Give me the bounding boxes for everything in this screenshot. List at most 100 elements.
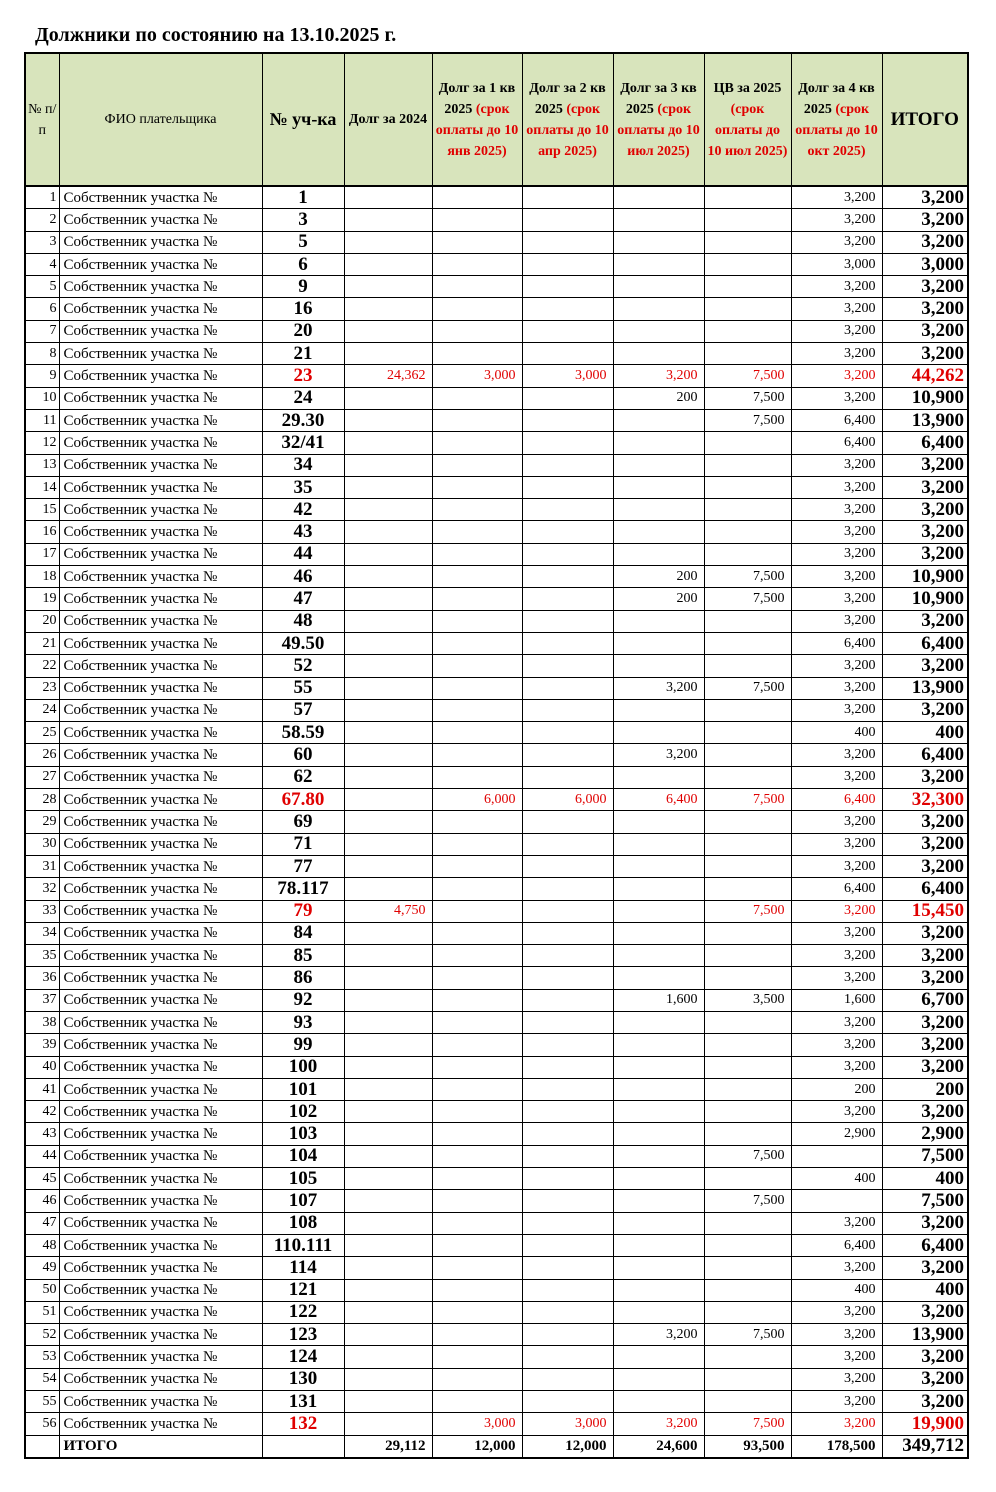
debt-q3: 200 bbox=[612, 565, 705, 589]
debt-q2 bbox=[521, 1122, 614, 1146]
cv-2025 bbox=[703, 520, 792, 544]
row-number: 39 bbox=[24, 1033, 60, 1057]
debt-q3 bbox=[612, 1144, 705, 1169]
payer-name: Собственник участка № bbox=[58, 364, 263, 388]
table-row: 17 Собственник участка № 44 3,200 3,200 bbox=[24, 542, 969, 567]
payer-name: Собственник участка № bbox=[58, 1077, 263, 1102]
debt-q1 bbox=[431, 431, 523, 455]
row-total: 200 bbox=[881, 1077, 969, 1102]
header-total: ИТОГО bbox=[881, 52, 969, 187]
row-number: 12 bbox=[24, 431, 60, 455]
table-row: 33 Собственник участка № 79 4,750 7,500 3,200… bbox=[24, 899, 969, 923]
debt-q1 bbox=[431, 230, 523, 254]
debt-q4: 3,200 bbox=[790, 832, 883, 856]
debt-q3 bbox=[612, 475, 705, 500]
cv-2025 bbox=[703, 966, 792, 990]
debt-q1 bbox=[431, 654, 523, 678]
debt-q3 bbox=[612, 854, 705, 879]
debt-q1 bbox=[431, 988, 523, 1012]
plot-number: 49.50 bbox=[261, 631, 345, 656]
debt-q3 bbox=[612, 297, 705, 321]
debt-q3: 200 bbox=[612, 386, 705, 410]
payer-name: Собственник участка № bbox=[58, 877, 263, 901]
payer-name: Собственник участка № bbox=[58, 1323, 263, 1347]
cv-2025 bbox=[703, 832, 792, 856]
debt-q1 bbox=[431, 1211, 523, 1235]
debt-q3 bbox=[612, 1233, 705, 1258]
debt-q1 bbox=[431, 1256, 523, 1280]
debt-2024 bbox=[343, 1100, 433, 1124]
debt-2024 bbox=[343, 520, 433, 544]
debt-q1 bbox=[431, 921, 523, 946]
debt-q2 bbox=[521, 654, 614, 678]
debt-q1 bbox=[431, 631, 523, 656]
row-total: 3,200 bbox=[881, 1390, 969, 1414]
debt-q1 bbox=[431, 386, 523, 410]
row-number: 28 bbox=[24, 788, 60, 812]
cv-2025 bbox=[703, 475, 792, 500]
row-number: 52 bbox=[24, 1323, 60, 1347]
debt-q3 bbox=[612, 319, 705, 344]
plot-number: 55 bbox=[261, 676, 345, 700]
plot-number: 110.111 bbox=[261, 1233, 345, 1258]
debt-q3 bbox=[612, 698, 705, 723]
payer-name: Собственник участка № bbox=[58, 1033, 263, 1057]
debt-q4: 3,200 bbox=[790, 1010, 883, 1035]
payer-name: Собственник участка № bbox=[58, 1367, 263, 1392]
debt-q4: 3,200 bbox=[790, 654, 883, 678]
debt-q4: 3,200 bbox=[790, 810, 883, 834]
debt-q2 bbox=[521, 453, 614, 477]
plot-number: 107 bbox=[261, 1189, 345, 1213]
cv-2025 bbox=[703, 1010, 792, 1035]
cv-2025 bbox=[703, 631, 792, 656]
debt-q3 bbox=[612, 1033, 705, 1057]
debt-q4: 3,200 bbox=[790, 1033, 883, 1057]
debt-q4 bbox=[790, 1189, 883, 1213]
debt-q4: 3,200 bbox=[790, 944, 883, 968]
header-cv-label: ЦВ за 2025 bbox=[713, 80, 782, 96]
debt-2024 bbox=[343, 1077, 433, 1102]
debt-q4: 3,200 bbox=[790, 475, 883, 500]
debt-q4: 3,200 bbox=[790, 230, 883, 254]
debt-2024: 4,750 bbox=[343, 899, 433, 923]
debt-q4: 6,400 bbox=[790, 1233, 883, 1258]
header-debt-2024: Долг за 2024 bbox=[343, 52, 433, 187]
table-row: 42 Собственник участка № 102 3,200 3,200 bbox=[24, 1100, 969, 1124]
debt-q2 bbox=[521, 252, 614, 277]
payer-name: Собственник участка № bbox=[58, 743, 263, 767]
debt-q1 bbox=[431, 319, 523, 344]
table-row: 32 Собственник участка № 78.117 6,400 6,400 bbox=[24, 877, 969, 901]
row-total: 400 bbox=[881, 721, 969, 745]
debt-q3 bbox=[612, 252, 705, 277]
row-number: 31 bbox=[24, 854, 60, 879]
plot-number: 77 bbox=[261, 854, 345, 879]
header-cv: ЦВ за 2025 (срок оплаты до 10 июл 2025) bbox=[703, 52, 792, 187]
debt-q4: 3,200 bbox=[790, 1345, 883, 1369]
payer-name: Собственник участка № bbox=[58, 1256, 263, 1280]
debt-q4: 3,200 bbox=[790, 1367, 883, 1392]
row-number: 23 bbox=[24, 676, 60, 700]
header-cv-note: (срок оплаты до 10 июл 2025) bbox=[707, 101, 788, 159]
debt-q4: 3,200 bbox=[790, 854, 883, 879]
debt-q4: 3,200 bbox=[790, 565, 883, 589]
row-total: 3,200 bbox=[881, 944, 969, 968]
plot-number: 5 bbox=[261, 230, 345, 254]
debt-q3 bbox=[612, 1010, 705, 1035]
table-row: 10 Собственник участка № 24 200 7,500 3,200 10… bbox=[24, 386, 969, 410]
row-number: 32 bbox=[24, 877, 60, 901]
plot-number: 124 bbox=[261, 1345, 345, 1369]
row-total: 3,200 bbox=[881, 475, 969, 500]
debt-q2 bbox=[521, 765, 614, 790]
plot-number: 100 bbox=[261, 1055, 345, 1079]
debt-q4: 400 bbox=[790, 1278, 883, 1302]
debt-2024 bbox=[343, 631, 433, 656]
table-row: 36 Собственник участка № 86 3,200 3,200 bbox=[24, 966, 969, 990]
debt-q1 bbox=[431, 542, 523, 567]
debt-q2 bbox=[521, 1256, 614, 1280]
table-row: 6 Собственник участка № 16 3,200 3,200 bbox=[24, 297, 969, 321]
header-q3: Долг за 3 кв 2025 (срок оплаты до 10 июл… bbox=[612, 52, 705, 187]
plot-number: 93 bbox=[261, 1010, 345, 1035]
table-row: 50 Собственник участка № 121 400 400 bbox=[24, 1278, 969, 1302]
debt-2024 bbox=[343, 765, 433, 790]
row-number: 54 bbox=[24, 1367, 60, 1392]
